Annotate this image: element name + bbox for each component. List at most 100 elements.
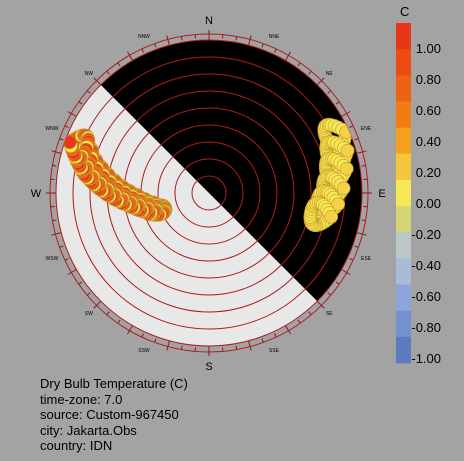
azimuth-tick [127,325,133,335]
azimuth-tick [327,90,332,94]
sun-position-point [336,181,351,196]
intercardinal-label: SW [85,311,93,317]
intercardinal-label: ESE [361,256,372,262]
legend-tick-label: 0.20 [416,165,441,180]
legend-swatch [396,179,411,207]
azimuth-tick [51,232,62,236]
legend-tick-label: 0.00 [416,196,441,211]
azimuth-tick [308,311,312,316]
azimuth-tick [361,219,366,222]
city-text: city: Jakarta.Obs [40,422,137,438]
azimuth-tick [166,340,170,351]
source-text: source: Custom-967450 [40,407,179,423]
legend-tick-label: -0.80 [411,320,441,335]
azimuth-tick [248,340,252,351]
country-text: country: IDN [40,438,113,454]
azimuth-tick [180,36,183,41]
compass [46,30,372,356]
intercardinal-label: NNE [269,34,280,40]
azimuth-tick [327,292,332,296]
azimuth-tick [117,62,121,67]
cardinal-label: N [205,15,213,27]
legend-swatch [396,336,411,364]
azimuth-tick [316,300,325,309]
azimuth-tick [356,232,367,236]
sun-position-point [331,197,345,212]
time-zone-text: time-zone: 7.0 [40,391,123,407]
legend-tick-label: -1.00 [411,351,441,366]
azimuth-tick [235,345,238,350]
altitude-ring [191,175,227,211]
azimuth-tick [349,125,354,128]
legend-swatch [396,310,411,338]
chart-info: Dry Bulb Temperature (C) time-zone: 7.0 … [40,376,188,454]
azimuth-tick [335,281,340,285]
legend-tick-label: -0.60 [411,289,441,304]
intercardinal-label: NE [326,71,334,77]
intercardinal-label: ENE [361,126,372,132]
azimuth-tick [141,333,144,338]
cardinal-label: W [31,188,42,200]
azimuth-tick [274,48,277,53]
azimuth-tick [316,77,325,86]
azimuth-tick [154,43,157,48]
legend-swatch [396,101,411,129]
azimuth-tick [67,111,77,117]
azimuth-tick [297,319,301,324]
intercardinal-label: WSW [46,256,59,262]
legend: C 1.00 0.80 0.60 0.40 0.20 0.00 -0.20 -0.40 -0.60… [396,4,441,366]
azimuth-tick [154,338,157,343]
azimuth-tick [86,292,91,296]
legend-title: C [400,4,409,19]
sun-position-point [339,161,354,176]
legend-tick-label: 1.00 [416,41,441,56]
azimuth-tick [78,281,83,285]
azimuth-tick [106,311,110,316]
legend-swatch [396,206,411,233]
intercardinal-label: SSW [138,348,150,354]
intercardinal-label: WNW [45,126,58,132]
legend-tick-label: 0.60 [416,103,441,118]
azimuth-tick [341,269,351,275]
sun-position-point [62,135,77,150]
sun-position-point [340,143,355,158]
azimuth-tick [86,90,91,94]
azimuth-tick [274,333,277,338]
night-region [100,39,363,302]
sun-position-points [62,117,355,233]
azimuth-tick [308,70,312,75]
azimuth-tick [59,245,64,248]
legend-swatch [396,127,411,155]
azimuth-tick [166,35,170,46]
azimuth-tick [93,77,102,86]
azimuth-tick [78,101,83,105]
azimuth-tick [354,245,359,248]
azimuth-tick [180,345,183,350]
legend-swatch [396,75,411,102]
azimuth-tick [93,300,102,309]
sun-position-point [324,210,339,224]
legend-swatch [396,258,411,286]
azimuth-tick [106,70,110,75]
intercardinal-label: SE [326,311,333,317]
legend-tick-label: -0.40 [411,258,441,273]
azimuth-tick [127,51,133,61]
legend-tick-label: 0.80 [416,72,441,87]
altitude-ring [157,141,261,245]
azimuth-tick [52,219,57,222]
azimuth-tick [64,125,69,128]
legend-swatch [396,23,411,50]
azimuth-tick [349,258,354,261]
azimuth-tick [356,150,367,154]
altitude-ring [174,158,244,228]
azimuth-tick [297,62,301,67]
azimuth-tick [354,138,359,141]
chart-title: Dry Bulb Temperature (C) [40,376,188,391]
cardinal-label: S [205,361,212,373]
legend-swatch [396,153,411,181]
azimuth-tick [235,36,238,41]
azimuth-tick [261,43,264,48]
azimuth-tick [261,338,264,343]
azimuth-tick [67,269,77,275]
